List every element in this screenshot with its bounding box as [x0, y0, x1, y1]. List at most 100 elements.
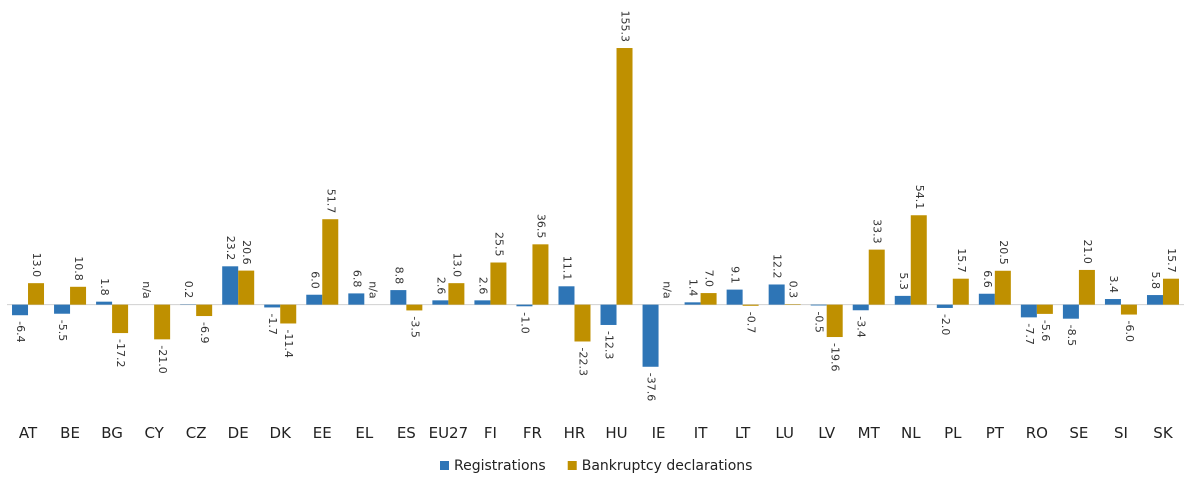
- value-label: n/a: [140, 281, 153, 298]
- value-label: 2.6: [476, 277, 489, 295]
- bar: [700, 293, 717, 305]
- bar: [826, 304, 843, 338]
- bar: [474, 300, 491, 305]
- bar: [852, 304, 869, 311]
- x-tick-label: HR: [564, 424, 586, 442]
- bar: [1162, 278, 1179, 305]
- value-label: 13.0: [30, 253, 43, 278]
- value-label: 6.0: [308, 271, 321, 289]
- value-label: -37.6: [645, 373, 658, 401]
- bar: [978, 293, 995, 305]
- value-label: -5.6: [1039, 320, 1052, 341]
- bar: [600, 304, 617, 325]
- value-label: -8.5: [1065, 325, 1078, 346]
- x-tick-label: NL: [901, 424, 921, 442]
- x-tick-label: SK: [1153, 424, 1174, 442]
- x-tick-label: IE: [652, 424, 666, 442]
- value-label: 54.1: [913, 185, 926, 210]
- value-label: -6.4: [14, 321, 27, 342]
- value-label: -11.4: [282, 329, 295, 357]
- bar: [894, 295, 911, 305]
- bar: [348, 293, 365, 305]
- x-tick-label: SE: [1069, 424, 1088, 442]
- x-tick-label: PT: [986, 424, 1005, 442]
- x-tick-label: FR: [523, 424, 542, 442]
- value-label: 20.5: [997, 240, 1010, 265]
- value-label: -22.3: [576, 347, 589, 375]
- x-tick-label: HU: [605, 424, 627, 442]
- bar: [28, 283, 45, 305]
- bar: [994, 270, 1011, 305]
- x-tick-label: EL: [355, 424, 373, 442]
- x-tick-label: CZ: [186, 424, 207, 442]
- bar: [1146, 295, 1163, 305]
- x-tick-label: FI: [484, 424, 497, 442]
- x-tick-label: BG: [101, 424, 123, 442]
- bar: [574, 304, 591, 342]
- bar: [642, 304, 659, 367]
- bar: [616, 48, 633, 305]
- value-label: 25.5: [492, 232, 505, 257]
- x-tick-label: BE: [60, 424, 80, 442]
- value-label: 2.6: [434, 277, 447, 295]
- bar: [1036, 304, 1053, 314]
- value-label: -1.0: [518, 312, 531, 333]
- bar: [238, 270, 255, 305]
- value-label: 155.3: [619, 11, 632, 43]
- bar: [742, 304, 759, 306]
- value-label: 9.1: [729, 266, 742, 284]
- bar: [810, 304, 827, 306]
- value-label: 5.8: [1149, 272, 1162, 290]
- bar: [936, 304, 953, 308]
- value-label: -0.5: [813, 311, 826, 332]
- x-tick-label: PL: [944, 424, 962, 442]
- x-tick-label: EU27: [429, 424, 469, 442]
- bar: [490, 262, 507, 305]
- x-tick-label: LU: [775, 424, 794, 442]
- value-label: 6.8: [350, 270, 363, 288]
- value-label: -6.0: [1123, 321, 1136, 342]
- value-label: 20.6: [240, 240, 253, 264]
- legend-label: Registrations: [454, 458, 546, 474]
- bar: [952, 278, 969, 305]
- value-label: -17.2: [114, 339, 127, 367]
- value-label: 11.1: [560, 256, 573, 281]
- value-label: 0.2: [182, 281, 195, 299]
- x-tick-label: LV: [818, 424, 836, 442]
- value-label: n/a: [661, 281, 674, 298]
- value-label: -6.9: [198, 322, 211, 343]
- bar: [558, 286, 575, 305]
- bar: [196, 304, 213, 317]
- value-label: 15.7: [955, 248, 968, 273]
- value-label: -19.6: [829, 343, 842, 371]
- bar: [684, 302, 701, 305]
- x-tick-label: ES: [397, 424, 416, 442]
- legend-swatch: [440, 461, 449, 470]
- bar: [432, 300, 449, 305]
- value-label: -12.3: [603, 331, 616, 359]
- value-label: 3.4: [1107, 276, 1120, 294]
- bar: [154, 304, 171, 340]
- value-label: 8.8: [392, 267, 405, 285]
- bar: [1062, 304, 1079, 319]
- bar: [1020, 304, 1037, 318]
- bar: [222, 266, 239, 305]
- bar: [70, 286, 87, 305]
- bar: [96, 301, 113, 305]
- bar: [322, 219, 339, 305]
- x-tick-label: EE: [313, 424, 332, 442]
- value-label: -2.0: [939, 314, 952, 335]
- bar: [1120, 304, 1137, 315]
- x-tick-label: DK: [270, 424, 293, 442]
- bar: [768, 284, 785, 305]
- legend-label: Bankruptcy declarations: [582, 458, 753, 474]
- value-label: 12.2: [771, 254, 784, 279]
- bar: [1104, 299, 1121, 305]
- value-label: 33.3: [871, 219, 884, 244]
- bar: [54, 304, 71, 314]
- bar: [306, 294, 323, 305]
- value-label: -7.7: [1023, 323, 1036, 344]
- bar: [532, 244, 549, 305]
- bar: [390, 290, 407, 305]
